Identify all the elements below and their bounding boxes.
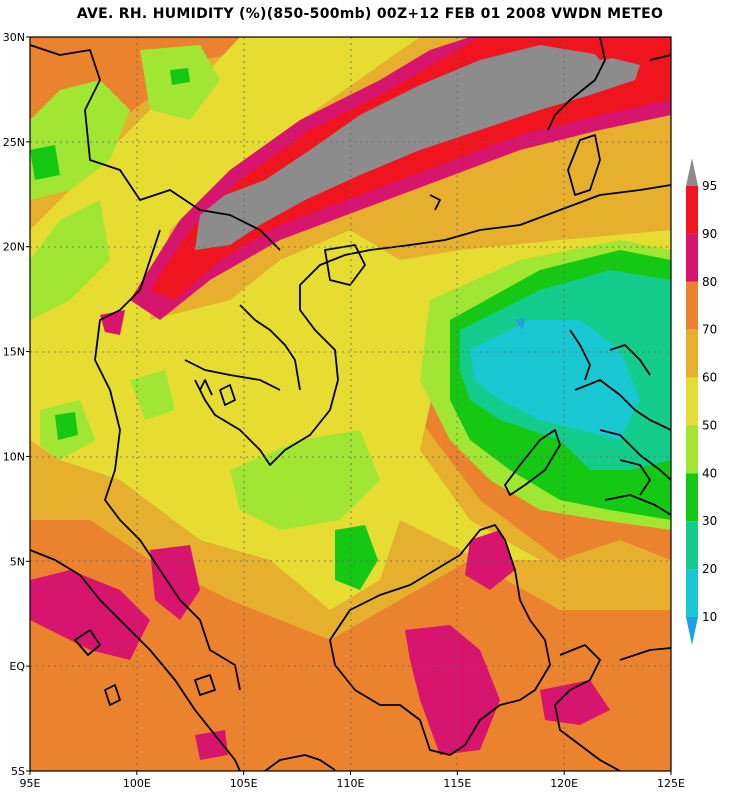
lon-tick-label: 115E: [443, 777, 471, 790]
colorbar-swatch: [686, 186, 698, 234]
lat-tick-label: 15N: [3, 346, 25, 359]
lat-tick-label: 25N: [3, 136, 25, 149]
colorbar-swatch: [686, 281, 698, 330]
colorbar-level-label: 10: [702, 610, 717, 624]
colorbar-level-label: 50: [702, 418, 717, 432]
graticule: [30, 37, 671, 771]
colorbar-swatch: [686, 473, 698, 522]
lon-tick-label: 105E: [230, 777, 258, 790]
lon-tick-label: 100E: [123, 777, 151, 790]
colorbar-level-label: 20: [702, 562, 717, 576]
colorbar-level-label: 40: [702, 466, 717, 480]
lon-tick-label: 95E: [20, 777, 41, 790]
colorbar-level-label: 60: [702, 371, 717, 385]
colorbar-level-label: 95: [702, 179, 717, 193]
colorbar-level-label: 70: [702, 323, 717, 337]
lon-tick-label: 110E: [337, 777, 365, 790]
colorbar-swatch: [686, 425, 698, 474]
lon-tick-label: 120E: [550, 777, 578, 790]
coastlines: [30, 37, 671, 771]
colorbar-swatch: [686, 233, 698, 282]
lon-tick-label: 125E: [657, 777, 685, 790]
colorbar-level-label: 30: [702, 514, 717, 528]
lat-tick-label: EQ: [9, 660, 25, 673]
lat-tick-label: 30N: [3, 31, 25, 44]
colorbar-swatch: [686, 569, 698, 617]
colorbar-level-label: 90: [702, 227, 717, 241]
map-title: AVE. RH. HUMIDITY (%)(850-500mb) 00Z+12 …: [76, 6, 664, 22]
lat-tick-label: 5S: [11, 765, 25, 778]
humidity-field: [30, 37, 671, 771]
lat-tick-label: 20N: [3, 241, 25, 254]
colorbar-level-label: 80: [702, 275, 717, 289]
colorbar-bottom-arrow: [686, 617, 698, 645]
longitude-axis: 95E 100E 105E 110E 115E 120E 125E: [20, 771, 685, 790]
latitude-axis: 30N 25N 20N 15N 10N 5N EQ 5S: [3, 31, 30, 778]
colorbar-swatch: [686, 521, 698, 570]
colorbar-legend: 95 90 80 70 60 50 40 30 20 10: [686, 158, 717, 645]
colorbar-top-arrow: [686, 158, 698, 186]
lat-tick-label: 5N: [10, 555, 25, 568]
colorbar-swatch: [686, 377, 698, 426]
lat-tick-label: 10N: [3, 450, 25, 463]
colorbar-swatch: [686, 329, 698, 378]
